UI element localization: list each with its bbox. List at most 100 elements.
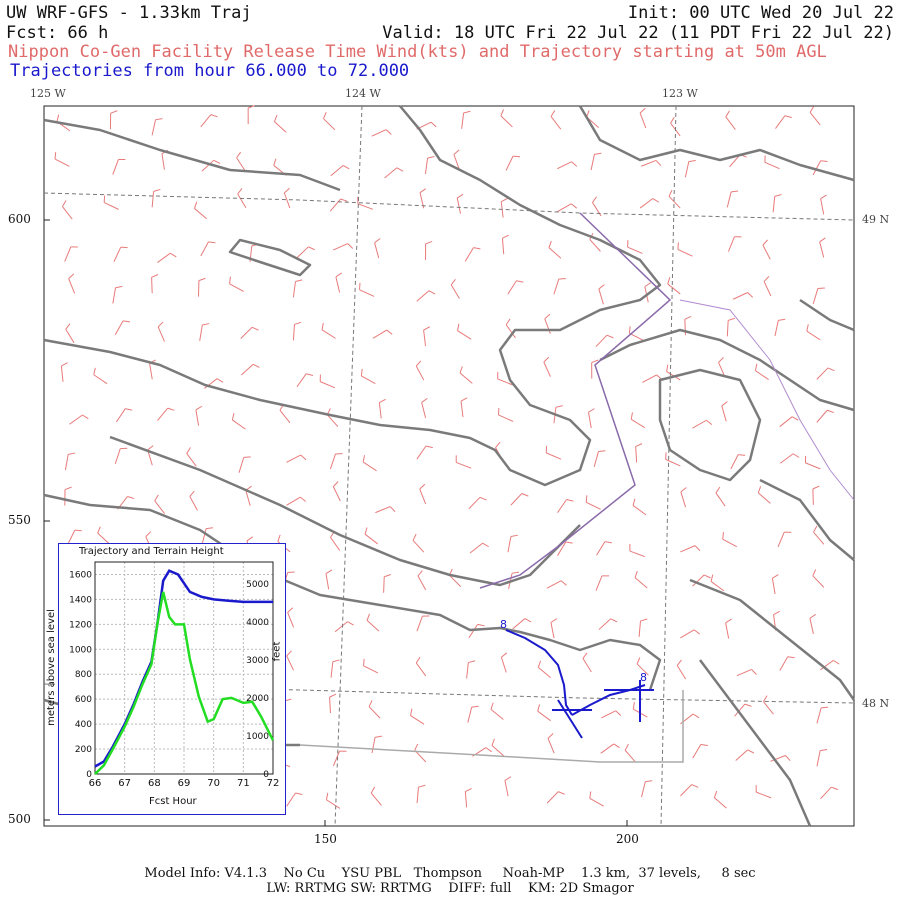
- wind-barb-flag: [287, 571, 295, 574]
- wind-barb-flag: [772, 574, 779, 579]
- wind-barb: [722, 538, 738, 548]
- wind-barb: [357, 203, 374, 210]
- coastline-layer: [43, 105, 856, 827]
- wind-barb-flag: [415, 656, 421, 664]
- wind-barb: [819, 241, 825, 258]
- wind-barb: [727, 236, 735, 252]
- wind-barb-flag: [325, 792, 329, 800]
- wind-barb-flag: [295, 279, 303, 283]
- wind-barb-flag: [812, 485, 820, 490]
- island-outline: [658, 368, 762, 482]
- wind-barb-flag: [482, 542, 489, 548]
- wind-barb-flag: [151, 274, 159, 278]
- wind-barb-flag: [56, 114, 60, 122]
- coastline-san-juan: [599, 328, 855, 412]
- wind-barb: [667, 283, 681, 295]
- coastline-northeast: [578, 105, 855, 182]
- wind-barb-flag: [216, 378, 224, 383]
- wind-barb-flag: [747, 292, 754, 298]
- wind-barb: [60, 365, 64, 382]
- y-tick-600: 600: [8, 212, 31, 226]
- wind-barb: [414, 749, 427, 763]
- inset-x-tick-label: 72: [267, 778, 280, 789]
- wind-barb-flag: [512, 155, 521, 158]
- wind-barb-flag: [412, 533, 417, 541]
- wind-barb-flag: [364, 527, 368, 535]
- wind-barb-flag: [368, 700, 373, 707]
- wind-barb: [287, 612, 295, 628]
- wind-barb-flag: [495, 441, 501, 448]
- wind-barb-flag: [817, 287, 825, 290]
- wind-barb: [771, 578, 776, 595]
- wind-barb: [546, 791, 559, 804]
- wind-barb-flag: [763, 695, 768, 702]
- wind-barb-flag: [588, 408, 595, 413]
- wind-barb: [245, 490, 251, 506]
- wind-barb-flag: [145, 531, 152, 537]
- wind-barb-flag: [763, 276, 770, 282]
- wind-barb-flag: [153, 188, 161, 192]
- wind-barb: [598, 288, 604, 305]
- wind-barb-flag: [624, 743, 629, 751]
- wind-barb: [680, 545, 696, 553]
- wind-barb-flag: [668, 189, 673, 197]
- wind-barb: [416, 615, 423, 632]
- wind-barb-flag: [548, 240, 552, 248]
- wind-barb-flag: [731, 190, 739, 193]
- wind-barb-flag: [479, 496, 487, 501]
- wind-barb-flag: [762, 239, 768, 246]
- wind-barb: [296, 246, 309, 259]
- model-title: UW WRF-GFS - 1.33km Traj: [6, 3, 252, 23]
- wind-barb-flag: [510, 534, 518, 537]
- wind-barb-flag: [785, 755, 791, 762]
- y-tick-550: 550: [8, 513, 31, 527]
- wind-barb-flag: [425, 445, 433, 449]
- wind-barb-flag: [558, 791, 565, 795]
- wind-barb: [64, 246, 72, 262]
- wind-barb: [362, 461, 377, 472]
- wind-barb-flag: [418, 784, 426, 788]
- coastline-puget-2: [689, 578, 856, 701]
- wind-barb: [372, 329, 387, 339]
- wind-barb: [718, 362, 726, 378]
- wind-barb: [326, 414, 339, 428]
- wind-barb-flag: [827, 409, 835, 414]
- wind-barb: [115, 408, 126, 423]
- wind-barb-flag: [417, 570, 423, 577]
- wind-barb: [598, 618, 612, 630]
- wind-barb: [415, 662, 427, 677]
- state-border: [679, 299, 855, 501]
- wind-barb-flag: [500, 197, 508, 203]
- wind-barb: [538, 667, 551, 679]
- wind-barb: [201, 528, 207, 545]
- wind-barb: [423, 330, 427, 347]
- wind-barb-flag: [453, 149, 460, 155]
- wind-barb: [364, 533, 379, 545]
- wind-barb-flag: [725, 110, 730, 118]
- wind-barb-flag: [374, 238, 381, 244]
- wind-barb-flag: [491, 738, 495, 746]
- inset-y-left-tick-label: 200: [75, 745, 92, 755]
- wind-barb: [640, 159, 657, 167]
- wind-barb: [755, 370, 769, 381]
- wind-barb: [676, 665, 687, 680]
- wind-barb: [497, 378, 513, 386]
- wind-barb: [809, 618, 814, 634]
- wind-barb-flag: [524, 618, 532, 623]
- inset-y-left-tick-label: 1200: [69, 620, 92, 630]
- model-info-line1: Model Info: V4.1.3 No Cu YSU PBL Thompso…: [144, 866, 756, 881]
- product-description: Nippon Co-Gen Facility Release Time Wind…: [8, 42, 827, 62]
- wind-barb: [550, 622, 555, 639]
- wind-barb: [596, 541, 606, 556]
- wind-barb-flag: [819, 237, 826, 243]
- wind-barb-flag: [202, 323, 210, 326]
- wind-barb: [772, 196, 776, 213]
- wind-barb: [721, 405, 727, 422]
- wind-barb: [384, 167, 398, 179]
- wind-barb: [323, 118, 336, 131]
- coastline-strait-north: [109, 435, 581, 587]
- wind-barb-flag: [325, 569, 333, 575]
- wind-barb-flag: [565, 541, 573, 544]
- wind-barb: [757, 492, 771, 504]
- wind-barb-flag: [154, 494, 159, 502]
